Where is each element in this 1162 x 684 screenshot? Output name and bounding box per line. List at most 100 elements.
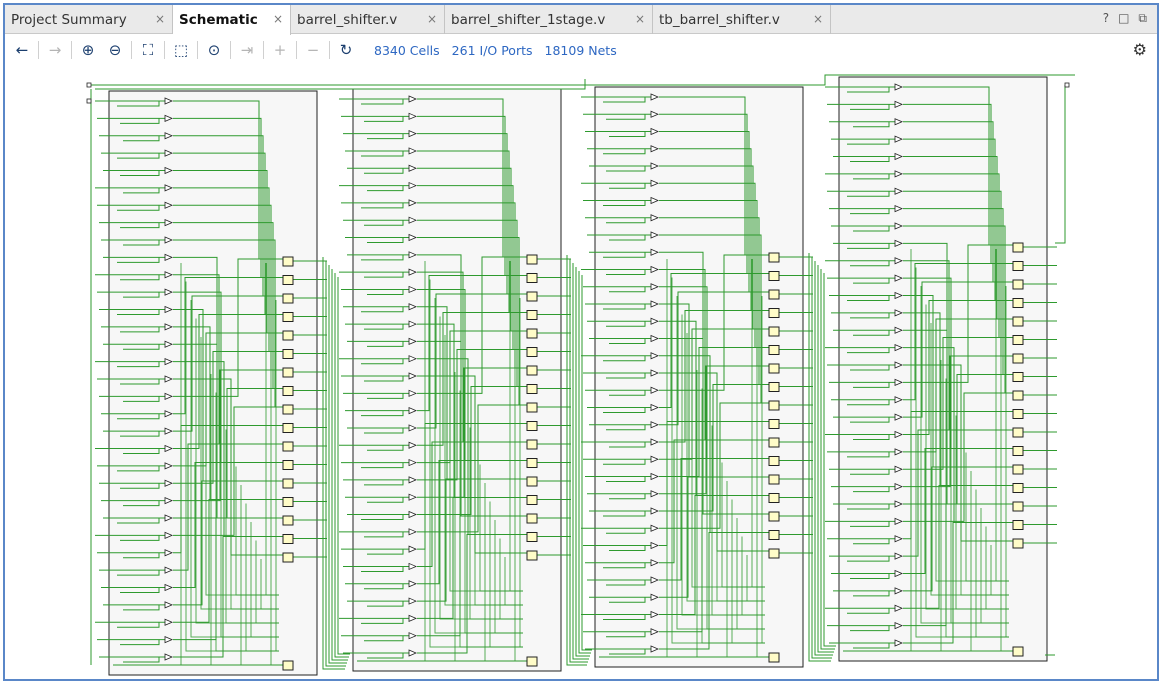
flop-cell bbox=[282, 478, 294, 489]
close-icon[interactable]: × bbox=[154, 12, 165, 26]
buffer-cell bbox=[164, 636, 174, 644]
float-icon[interactable]: ⧉ bbox=[1138, 11, 1147, 25]
net-wire bbox=[173, 388, 283, 519]
net-wire bbox=[331, 269, 348, 661]
net-wire bbox=[117, 153, 160, 159]
net-wire bbox=[847, 608, 890, 614]
net-wire bbox=[120, 326, 160, 333]
tab-barrel-shifter-v[interactable]: barrel_shifter.v × bbox=[291, 5, 445, 34]
buffer-cell bbox=[894, 622, 904, 630]
buffer-cell bbox=[894, 639, 904, 647]
net-wire bbox=[572, 263, 589, 660]
net-wire bbox=[367, 237, 404, 243]
forward-arrow-icon[interactable]: → bbox=[48, 41, 62, 59]
flop-cell bbox=[282, 367, 294, 378]
buffer-cell bbox=[650, 541, 660, 550]
tab-barrel-shifter-1stage-v[interactable]: barrel_shifter_1stage.v × bbox=[445, 5, 653, 34]
back-arrow-icon[interactable]: ← bbox=[15, 41, 29, 59]
tab-schematic[interactable]: Schematic × bbox=[173, 5, 291, 35]
buffer-cell bbox=[650, 593, 660, 601]
net-wire bbox=[250, 522, 279, 638]
flop-cell bbox=[768, 345, 780, 355]
select-center-icon[interactable]: ⊙ bbox=[207, 41, 221, 59]
tab-project-summary[interactable]: Project Summary × bbox=[5, 5, 173, 34]
net-wire bbox=[603, 562, 646, 569]
flop-cell bbox=[282, 460, 294, 470]
net-wire bbox=[609, 131, 646, 137]
io-ports-count-link[interactable]: 261 I/O Ports bbox=[451, 42, 533, 58]
buffer-cell bbox=[894, 604, 904, 612]
close-icon[interactable]: × bbox=[426, 12, 437, 26]
close-icon[interactable]: × bbox=[272, 12, 283, 26]
flop-cell bbox=[282, 534, 294, 544]
net-wire bbox=[850, 208, 890, 215]
close-icon[interactable]: × bbox=[812, 12, 823, 26]
buffer-cell bbox=[650, 127, 660, 136]
expand-cell-icon[interactable]: ⇥ bbox=[240, 41, 254, 59]
net-wire bbox=[721, 462, 765, 588]
buffer-cell bbox=[894, 118, 904, 126]
settings-gear-icon[interactable]: ⚙ bbox=[1132, 40, 1147, 59]
net-wire bbox=[117, 205, 160, 211]
net-wire bbox=[731, 499, 765, 644]
add-icon[interactable]: + bbox=[273, 41, 287, 59]
schematic-canvas[interactable] bbox=[5, 65, 1157, 679]
net-wire bbox=[123, 292, 160, 298]
net-wire bbox=[245, 503, 279, 652]
buffer-cell bbox=[408, 285, 418, 294]
flop-cell bbox=[526, 495, 538, 505]
net-wire bbox=[120, 274, 160, 281]
net-wire bbox=[659, 291, 769, 426]
net-wire bbox=[990, 545, 1009, 596]
net-wire bbox=[847, 87, 890, 93]
zoom-fit-icon[interactable]: ⛶ bbox=[142, 41, 154, 59]
net-wire bbox=[603, 200, 646, 206]
buffer-cell bbox=[650, 369, 660, 377]
tab-tb-barrel-shifter-v[interactable]: tb_barrel_shifter.v × bbox=[653, 5, 831, 34]
net-wire bbox=[417, 293, 527, 429]
flop-cell bbox=[282, 552, 294, 563]
close-icon[interactable]: × bbox=[634, 12, 645, 26]
net-wire bbox=[173, 295, 283, 432]
buffer-cell bbox=[164, 444, 174, 453]
net-wire bbox=[367, 341, 404, 347]
help-icon[interactable]: ? bbox=[1102, 11, 1110, 25]
schematic-diagram[interactable] bbox=[5, 65, 1157, 679]
net-wire bbox=[117, 101, 160, 107]
refresh-icon[interactable]: ↻ bbox=[339, 41, 353, 59]
nets-count-link[interactable]: 18109 Nets bbox=[544, 42, 617, 58]
zoom-out-icon[interactable]: ⊖ bbox=[108, 41, 122, 59]
net-wire bbox=[367, 133, 404, 140]
buffer-cell bbox=[894, 274, 904, 282]
cells-count-link[interactable]: 8340 Cells bbox=[374, 42, 440, 58]
buffer-cell bbox=[408, 112, 418, 120]
buffer-cell bbox=[408, 216, 418, 224]
buffer-cell bbox=[650, 645, 660, 653]
input-port bbox=[86, 98, 92, 104]
zoom-in-icon[interactable]: ⊕ bbox=[81, 41, 95, 59]
flop-cell bbox=[768, 363, 780, 374]
net-wire bbox=[364, 324, 404, 330]
net-wire bbox=[173, 536, 283, 658]
toolbar-separator bbox=[263, 41, 264, 59]
net-wire bbox=[847, 347, 890, 354]
flop-cell bbox=[768, 400, 780, 411]
buffer-cell bbox=[650, 110, 660, 118]
net-wire bbox=[823, 273, 836, 647]
net-wire bbox=[814, 261, 833, 656]
buffer-cell bbox=[408, 649, 418, 657]
net-wire bbox=[609, 545, 646, 551]
buffer-cell bbox=[650, 455, 660, 463]
buffer-cell bbox=[894, 396, 904, 404]
flop-cell bbox=[282, 312, 294, 322]
buffer-cell bbox=[164, 566, 174, 574]
maximize-icon[interactable]: □ bbox=[1118, 11, 1130, 25]
net-wire bbox=[120, 535, 160, 541]
flop-cell bbox=[282, 441, 294, 452]
net-wire bbox=[479, 464, 523, 592]
remove-icon[interactable]: − bbox=[306, 41, 320, 59]
buffer-cell bbox=[408, 355, 418, 363]
net-wire bbox=[117, 570, 160, 576]
zoom-area-icon[interactable]: ⬚ bbox=[173, 41, 189, 59]
net-wire bbox=[850, 417, 890, 423]
